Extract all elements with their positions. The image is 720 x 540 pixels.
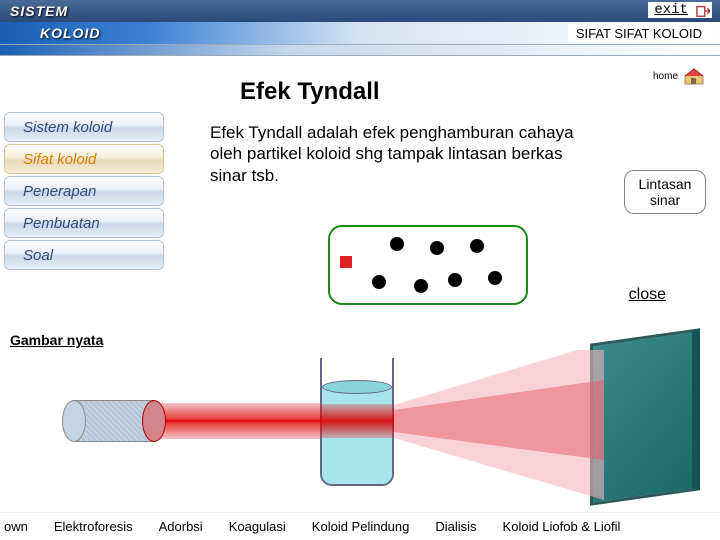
particle-dot	[488, 271, 502, 285]
particle-dot	[470, 239, 484, 253]
exit-icon	[696, 4, 710, 18]
page-title: Efek Tyndall	[240, 78, 380, 106]
bottom-link-koagulasi[interactable]: Koagulasi	[229, 519, 286, 534]
indicator-square	[340, 256, 352, 268]
nav-sifat-koloid[interactable]: Sifat koloid	[4, 144, 164, 174]
bottom-link-elektroforesis[interactable]: Elektroforesis	[54, 519, 133, 534]
header: SISTEM exit KOLOID SIFAT SIFAT KOLOID	[0, 0, 720, 56]
logo-line2: KOLOID	[40, 25, 100, 41]
beam-through-liquid	[320, 404, 394, 438]
tyndall-diagram	[4, 350, 716, 500]
bottom-link-liofob-liofil[interactable]: Koloid Liofob & Liofil	[503, 519, 621, 534]
header-divider	[0, 44, 720, 56]
nav-penerapan[interactable]: Penerapan	[4, 176, 164, 206]
logo-line1: SISTEM	[10, 3, 68, 19]
description-text: Efek Tyndall adalah efek penghamburan ca…	[210, 122, 590, 186]
particle-dot	[430, 241, 444, 255]
bottom-link-own[interactable]: own	[4, 519, 28, 534]
particle-dot	[414, 279, 428, 293]
bottom-link-dialisis[interactable]: Dialisis	[435, 519, 476, 534]
particle-box	[328, 225, 528, 305]
nav-soal[interactable]: Soal	[4, 240, 164, 270]
particle-dot	[390, 237, 404, 251]
home-icon	[682, 66, 706, 86]
bottom-nav: own Elektroforesis Adorbsi Koagulasi Kol…	[0, 512, 720, 540]
header-top: SISTEM	[0, 0, 720, 22]
close-link[interactable]: close	[623, 285, 672, 305]
particle-dot	[372, 275, 386, 289]
light-beam	[156, 403, 324, 439]
home-link[interactable]: home	[653, 66, 706, 86]
bottom-link-adorbsi[interactable]: Adorbsi	[159, 519, 203, 534]
particle-dot	[448, 273, 462, 287]
light-source-cap	[62, 400, 86, 442]
nav-pembuatan[interactable]: Pembuatan	[4, 208, 164, 238]
light-source-lens	[142, 400, 166, 442]
sidebar: Sistem koloid Sifat koloid Penerapan Pem…	[0, 110, 170, 272]
home-label: home	[653, 71, 678, 82]
nav-sistem-koloid[interactable]: Sistem koloid	[4, 112, 164, 142]
liquid-surface	[322, 380, 392, 394]
callout-lintasan: Lintasan sinar	[624, 170, 706, 214]
light-cone	[394, 350, 614, 500]
breadcrumb: SIFAT SIFAT KOLOID	[568, 24, 710, 43]
gambar-nyata-link[interactable]: Gambar nyata	[10, 332, 103, 348]
bottom-link-koloid-pelindung[interactable]: Koloid Pelindung	[312, 519, 410, 534]
